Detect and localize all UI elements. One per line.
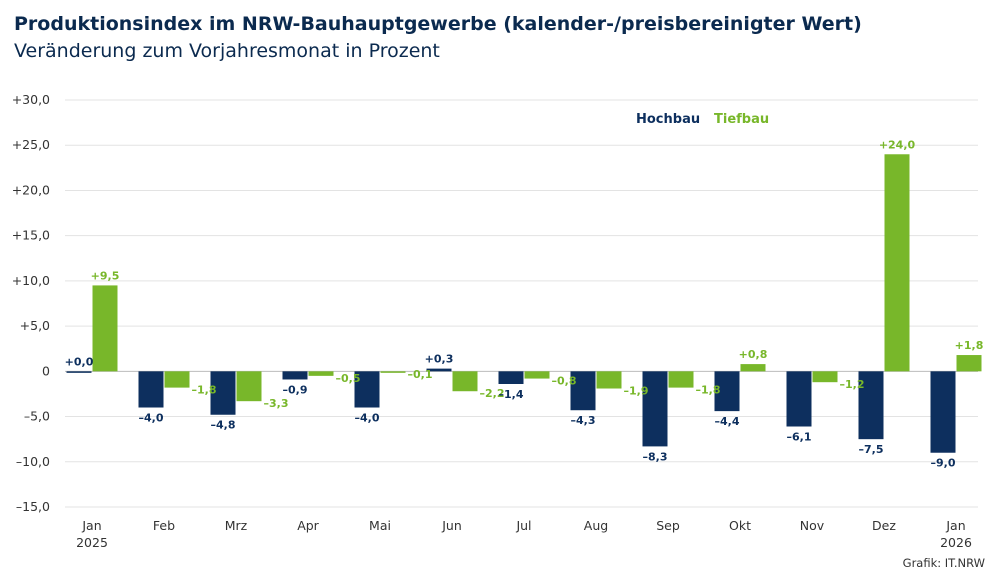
tiefbau-data-label: –3,3 — [264, 397, 289, 410]
y-tick-label: 0 — [42, 363, 50, 378]
chart-subtitle: Veränderung zum Vorjahresmonat in Prozen… — [14, 40, 440, 62]
tiefbau-bar — [236, 371, 262, 402]
y-tick-label: +5,0 — [20, 318, 50, 333]
hochbau-bar — [210, 371, 236, 415]
x-tick-label: Jan — [945, 518, 965, 533]
x-tick-label: Jul — [515, 518, 531, 533]
hochbau-data-label: –4,0 — [139, 412, 164, 425]
tiefbau-bar — [596, 371, 622, 389]
y-tick-label: +20,0 — [12, 182, 50, 197]
legend-tiefbau: Tiefbau — [714, 112, 769, 127]
x-tick-label: Apr — [297, 518, 319, 533]
hochbau-bar — [570, 371, 596, 411]
legend-hochbau: Hochbau — [636, 112, 700, 127]
tiefbau-data-label: –0,5 — [336, 372, 361, 385]
x-tick-label: 2026 — [940, 535, 972, 550]
tiefbau-bar — [668, 371, 694, 388]
tiefbau-bar — [452, 371, 478, 392]
hochbau-data-label: +0,3 — [425, 353, 454, 366]
hochbau-bar — [858, 371, 884, 440]
y-tick-label: –15,0 — [16, 499, 50, 514]
tiefbau-bar — [524, 371, 550, 379]
x-tick-label: Nov — [800, 518, 825, 533]
hochbau-data-label: –4,0 — [355, 412, 380, 425]
hochbau-data-label: –8,3 — [643, 450, 668, 463]
tiefbau-bar — [884, 154, 910, 372]
hochbau-bar — [138, 371, 164, 408]
tiefbau-data-label: +1,8 — [955, 339, 984, 352]
hochbau-data-label: –9,0 — [931, 457, 956, 470]
tiefbau-bar — [812, 371, 838, 383]
hochbau-bar — [642, 371, 668, 447]
x-tick-label: Dez — [872, 518, 896, 533]
hochbau-data-label: –4,4 — [715, 415, 740, 428]
y-tick-label: +15,0 — [12, 228, 50, 243]
x-tick-label: Mrz — [225, 518, 248, 533]
tiefbau-data-label: –1,8 — [192, 384, 217, 397]
x-tick-label: Aug — [584, 518, 608, 533]
hochbau-data-label: –7,5 — [859, 443, 884, 456]
y-tick-label: –5,0 — [24, 409, 50, 424]
y-tick-label: +25,0 — [12, 137, 50, 152]
tiefbau-bar — [740, 364, 766, 372]
hochbau-bar — [930, 371, 956, 453]
tiefbau-data-label: –0,1 — [408, 368, 433, 381]
hochbau-data-label: –4,3 — [571, 414, 596, 427]
hochbau-data-label: –1,4 — [499, 388, 524, 401]
x-tick-label: 2025 — [76, 535, 108, 550]
hochbau-bar — [282, 371, 308, 380]
x-tick-label: Mai — [369, 518, 391, 533]
tiefbau-bar — [164, 371, 190, 388]
x-tick-label: Jun — [441, 518, 462, 533]
chart-title: Produktionsindex im NRW-Bauhauptgewerbe … — [14, 13, 862, 35]
x-tick-label: Okt — [729, 518, 751, 533]
y-tick-label: +30,0 — [12, 92, 50, 107]
x-tick-label: Jan — [81, 518, 101, 533]
hochbau-bar — [714, 371, 740, 412]
tiefbau-data-label: –1,8 — [696, 384, 721, 397]
tiefbau-data-label: –0,8 — [552, 375, 577, 388]
hochbau-bar — [66, 371, 92, 373]
tiefbau-data-label: +0,8 — [739, 348, 768, 361]
tiefbau-data-label: –1,9 — [624, 385, 649, 398]
tiefbau-data-label: +24,0 — [879, 138, 916, 151]
hochbau-data-label: –6,1 — [787, 431, 812, 444]
tiefbau-data-label: –2,2 — [480, 387, 505, 400]
x-tick-label: Feb — [153, 518, 175, 533]
hochbau-bar — [354, 371, 380, 408]
tiefbau-bar — [380, 371, 406, 373]
tiefbau-bar — [956, 355, 982, 372]
x-tick-label: Sep — [656, 518, 680, 533]
hochbau-data-label: –0,9 — [283, 383, 308, 396]
hochbau-bar — [498, 371, 524, 384]
source-note: Grafik: IT.NRW — [903, 556, 985, 570]
tiefbau-bar — [308, 371, 334, 376]
tiefbau-bar — [92, 285, 118, 372]
hochbau-data-label: –4,8 — [211, 419, 236, 432]
hochbau-bar — [786, 371, 812, 427]
tiefbau-data-label: –1,2 — [840, 378, 865, 391]
y-tick-label: +10,0 — [12, 273, 50, 288]
hochbau-data-label: +0,0 — [65, 355, 94, 368]
tiefbau-data-label: +9,5 — [91, 269, 120, 282]
y-tick-label: –10,0 — [16, 454, 50, 469]
hochbau-bar — [426, 368, 452, 372]
